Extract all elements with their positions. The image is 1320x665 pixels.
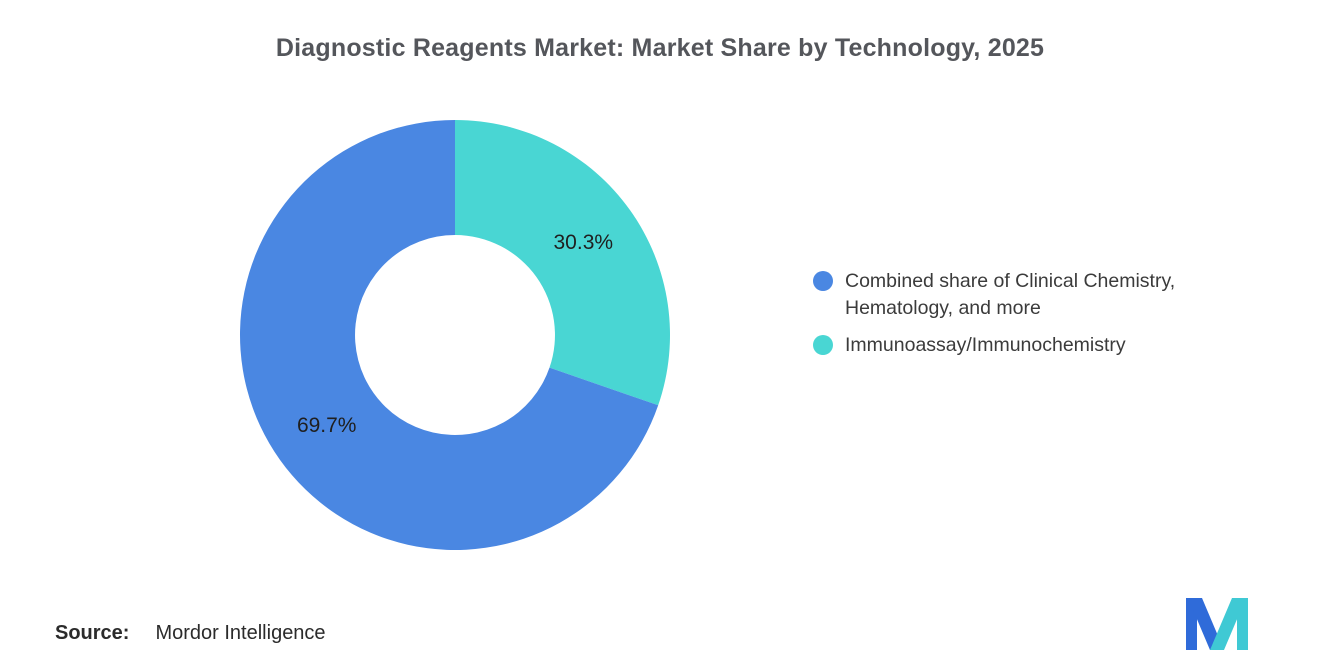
donut-chart-svg: 30.3% 69.7% [240,120,670,550]
source-label: Source: [55,622,130,644]
legend-item-immunoassay[interactable]: Immunoassay/Immunochemistry [813,332,1253,359]
mordor-intelligence-logo-svg [1186,598,1248,650]
legend-item-clinical-chemistry[interactable]: Combined share of Clinical Chemistry, He… [813,268,1253,322]
legend-label: Immunoassay/Immunochemistry [845,334,1126,356]
source-line: Source: Mordor Intelligence [55,622,326,645]
pie-slice-0[interactable] [240,120,659,550]
source-value: Mordor Intelligence [155,622,326,644]
slice-value-label: 30.3% [554,231,614,254]
mordor-intelligence-logo [1186,598,1248,650]
pie-slice-1[interactable] [455,120,670,406]
slice-value-label: 69.7% [297,414,357,437]
legend-label: Combined share of Clinical Chemistry, He… [845,270,1176,319]
legend: Combined share of Clinical Chemistry, He… [813,268,1253,359]
logo-right-bar [1237,598,1248,650]
legend-marker-teal [813,335,833,355]
chart-title: Diagnostic Reagents Market: Market Share… [275,34,1045,62]
logo-left-diagonal [1188,598,1224,650]
donut-chart: 30.3% 69.7% [215,95,695,575]
legend-marker-blue [813,271,833,291]
